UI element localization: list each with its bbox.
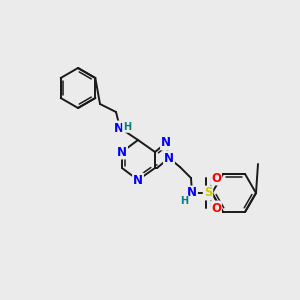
Text: N: N xyxy=(164,152,174,164)
Text: H: H xyxy=(180,196,188,206)
Text: N: N xyxy=(114,122,124,134)
Text: H: H xyxy=(123,122,131,132)
Text: N: N xyxy=(187,187,197,200)
Text: O: O xyxy=(211,172,221,184)
Text: O: O xyxy=(211,202,221,214)
Text: N: N xyxy=(133,173,143,187)
Text: N: N xyxy=(117,146,127,158)
Text: N: N xyxy=(161,136,171,149)
Text: S: S xyxy=(204,187,212,200)
